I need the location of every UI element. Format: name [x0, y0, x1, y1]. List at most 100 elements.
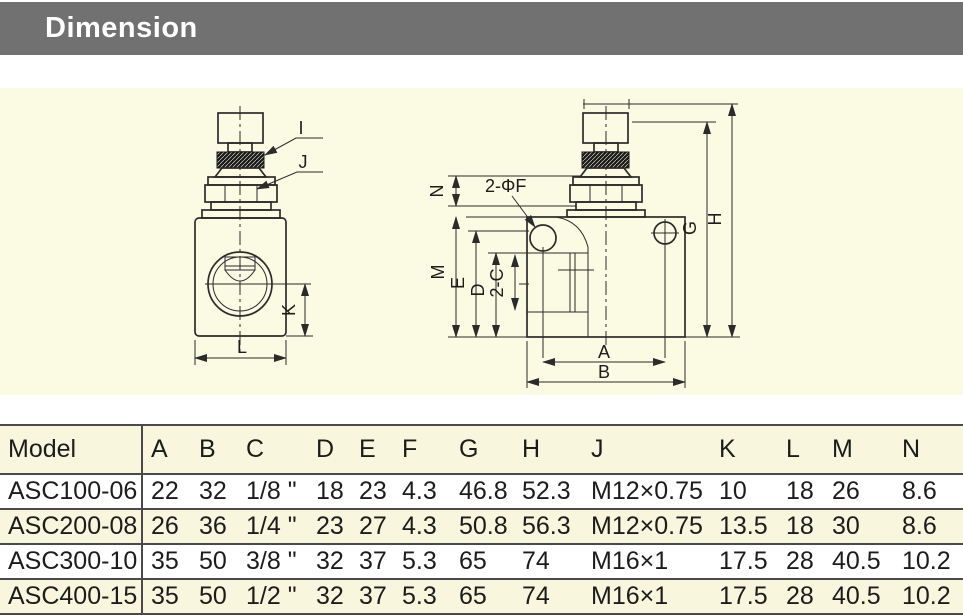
- table-cell: 35: [151, 582, 179, 610]
- section-hatch-top: [526, 216, 589, 254]
- dimension-table: Model A B C D E F G H J K L M N ASC100-06 22 32 1/8 " 18 23…: [0, 424, 963, 615]
- table-cell: 40.5: [832, 582, 881, 610]
- header-cell: K: [719, 435, 736, 463]
- holes-label: 2-ΦF: [485, 176, 526, 196]
- header-cell: C: [246, 435, 265, 463]
- table-cell: 28: [786, 547, 814, 575]
- table-cell: 18: [786, 512, 814, 540]
- table-cell: M16×1: [591, 547, 669, 575]
- table-cell: 10: [719, 477, 747, 505]
- table-row: ASC100-06 22 32 1/8 " 18 23 4.3 46.8 52.3 M12×0.7…: [0, 473, 963, 508]
- table-cell: 10.2: [902, 582, 951, 610]
- dim-label-a: A: [598, 342, 610, 362]
- dim-label-b: B: [598, 362, 610, 382]
- dim-label-k: K: [279, 304, 299, 316]
- table-header-row: Model A B C D E F G H J K L M N: [0, 424, 963, 473]
- header-cell: G: [459, 435, 479, 463]
- table-cell: 32: [199, 477, 227, 505]
- hex-nut: [204, 184, 278, 203]
- table-cell: 50.8: [459, 512, 508, 540]
- table-cell: ASC400-15: [0, 580, 143, 613]
- table-cell: ASC200-08: [0, 510, 143, 543]
- table-cell: 8.6: [902, 477, 937, 505]
- dim-label-h: H: [705, 213, 725, 226]
- dim-label-g: G: [680, 221, 700, 235]
- table-cell: 1/2 ": [246, 582, 297, 610]
- table-cell: 4.3: [402, 477, 437, 505]
- step-1: [210, 201, 272, 211]
- table-cell: 13.5: [719, 512, 768, 540]
- table-cell: 56.3: [522, 512, 571, 540]
- table-cell: 50: [199, 582, 227, 610]
- table-cell: 4.3: [402, 512, 437, 540]
- needle-screw: [224, 256, 256, 271]
- valve-technical-drawing: K L I J: [194, 99, 740, 388]
- header-cell: L: [786, 435, 800, 463]
- lock-ring: [216, 151, 265, 169]
- header-cell: E: [359, 435, 376, 463]
- table-cell: M16×1: [591, 582, 669, 610]
- leader-j: [256, 171, 323, 190]
- table-cell: 18: [786, 477, 814, 505]
- part-label-i: I: [298, 118, 303, 138]
- leader-i: [264, 137, 323, 156]
- title-bar: Dimension: [0, 2, 963, 55]
- table-cell: 37: [359, 547, 387, 575]
- table-cell: 74: [522, 582, 550, 610]
- header-cell: D: [316, 435, 335, 463]
- table-cell: 23: [316, 512, 344, 540]
- table-cell: 30: [832, 512, 860, 540]
- valve-body: [194, 217, 287, 337]
- table-cell: 46.8: [459, 477, 508, 505]
- flange: [207, 176, 276, 186]
- table-cell: M12×0.75: [591, 512, 703, 540]
- table-cell: 35: [151, 547, 179, 575]
- valve-body: [526, 216, 686, 338]
- table-cell: 17.5: [719, 582, 768, 610]
- header-cell: H: [522, 435, 541, 463]
- table-cell: 8.6: [902, 512, 937, 540]
- table-cell: 26: [832, 477, 860, 505]
- table-cell: 36: [199, 512, 227, 540]
- dimension-diagram-panel: K L I J: [0, 88, 963, 395]
- header-cell: M: [832, 435, 853, 463]
- dim-label-d: D: [468, 284, 488, 297]
- header-cell: Model: [0, 426, 143, 473]
- table-cell: 50: [199, 547, 227, 575]
- section-hatch-bottom: [526, 311, 589, 338]
- table-cell: 10.2: [902, 547, 951, 575]
- table-cell: 18: [316, 477, 344, 505]
- table-cell: 26: [151, 512, 179, 540]
- table-cell: 32: [316, 547, 344, 575]
- table-cell: ASC100-06: [0, 475, 143, 508]
- table-cell: 5.3: [402, 582, 437, 610]
- header-cell: A: [151, 435, 168, 463]
- section-hatch-wall: [574, 252, 589, 313]
- table-cell: 17.5: [719, 547, 768, 575]
- table-cell: 32: [316, 582, 344, 610]
- dim-label-n: N: [427, 185, 447, 198]
- page-title: Dimension: [45, 12, 198, 44]
- dim-label-2c: 2-C: [487, 268, 507, 297]
- table-row: ASC200-08 26 36 1/4 " 23 27 4.3 50.8 56.3 M12×0.7…: [0, 508, 963, 543]
- header-cell: F: [402, 435, 418, 463]
- dim-label-m: M: [428, 265, 448, 280]
- table-cell: ASC300-10: [0, 545, 143, 578]
- table-cell: 1/4 ": [246, 512, 297, 540]
- dim-label-l: L: [237, 337, 247, 357]
- table-cell: 40.5: [832, 547, 881, 575]
- header-cell: J: [591, 435, 604, 463]
- table-cell: 74: [522, 547, 550, 575]
- table-cell: 65: [459, 547, 487, 575]
- table-cell: 5.3: [402, 547, 437, 575]
- header-cell: B: [199, 435, 216, 463]
- table-row: ASC300-10 35 50 3/8 " 32 37 5.3 65 74 M16×1 17.5 28…: [0, 543, 963, 578]
- table-cell: 23: [359, 477, 387, 505]
- lock-ring: [581, 151, 630, 169]
- table-cell: M12×0.75: [591, 477, 703, 505]
- table-cell: 37: [359, 582, 387, 610]
- table-cell: 65: [459, 582, 487, 610]
- dim-label-e: E: [448, 277, 468, 289]
- table-cell: 52.3: [522, 477, 571, 505]
